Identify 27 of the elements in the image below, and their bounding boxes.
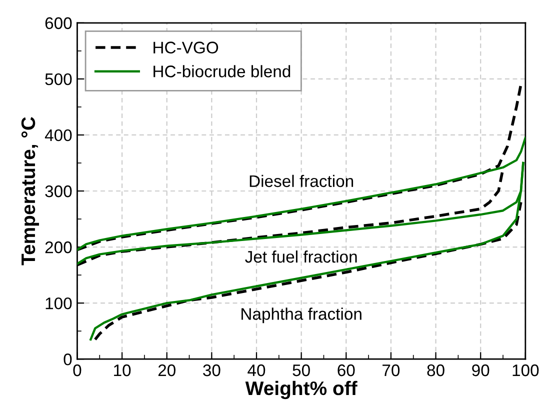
annotation: Naphtha fraction bbox=[242, 308, 362, 324]
x-tick-label: 40 bbox=[248, 364, 266, 376]
x-tick-label: 60 bbox=[338, 364, 355, 376]
x-tick-label: 30 bbox=[203, 364, 220, 376]
x-tick-label: 100 bbox=[512, 364, 539, 376]
legend-label: HC-biocrude blend bbox=[154, 65, 290, 78]
x-tick-label: 20 bbox=[158, 364, 176, 376]
x-tick-label: 70 bbox=[382, 364, 400, 376]
y-tick-label: 400 bbox=[44, 129, 72, 142]
y-tick-label: 300 bbox=[45, 185, 72, 198]
y-tick-label: 0 bbox=[64, 354, 72, 366]
x-tick-label: 90 bbox=[472, 364, 490, 376]
y-tick-label: 200 bbox=[45, 241, 72, 254]
x-tick-label: 50 bbox=[292, 364, 310, 376]
line-series bbox=[77, 136, 526, 251]
legend-label: HC-VGO bbox=[154, 42, 218, 54]
y-tick-label: 100 bbox=[46, 297, 72, 310]
y-axis-title: Temperature, °C bbox=[21, 117, 39, 266]
x-tick-label: 10 bbox=[114, 364, 131, 376]
y-tick-label: 500 bbox=[45, 73, 72, 86]
x-axis-title: Weight% off bbox=[245, 380, 358, 400]
annotation: Jet fuel fraction bbox=[245, 250, 357, 263]
annotation: Diesel fraction bbox=[250, 174, 354, 188]
x-tick-label: 80 bbox=[427, 364, 444, 376]
y-tick-label: 600 bbox=[45, 17, 72, 30]
x-tick-label: 0 bbox=[73, 364, 82, 376]
line-series bbox=[94, 200, 522, 341]
